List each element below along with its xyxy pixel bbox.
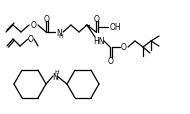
Text: OH: OH — [109, 23, 121, 32]
Text: O: O — [31, 21, 37, 30]
Text: O: O — [28, 35, 34, 44]
Text: O: O — [121, 43, 127, 52]
Text: O: O — [94, 14, 100, 23]
Text: O: O — [108, 56, 114, 65]
Text: HN: HN — [93, 37, 105, 46]
Text: N: N — [52, 72, 58, 81]
Text: H: H — [55, 69, 59, 74]
Text: H: H — [59, 33, 63, 38]
Text: N: N — [56, 28, 62, 37]
Text: O: O — [44, 14, 50, 23]
